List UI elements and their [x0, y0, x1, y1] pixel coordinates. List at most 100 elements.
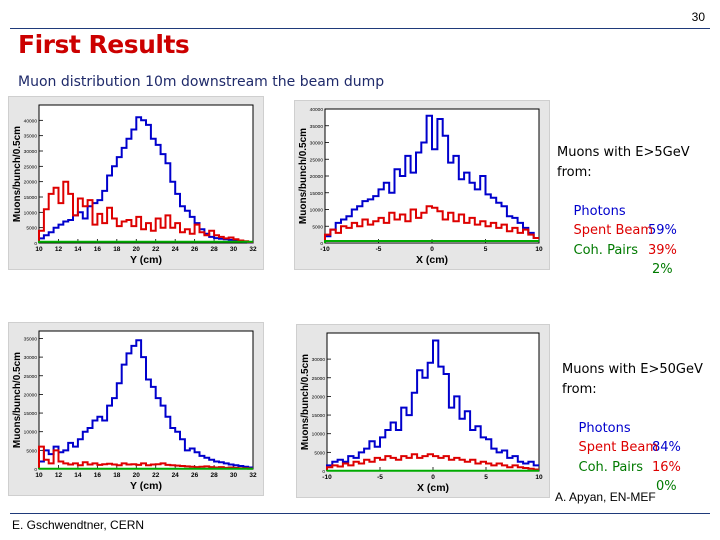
- note-heading: Muons with E>50GeV: [562, 362, 703, 377]
- author-credit: A. Apyan, EN-MEF: [555, 490, 656, 504]
- x-axis-label: Y (cm): [130, 254, 162, 266]
- plot-frame: [38, 104, 254, 244]
- y-tick-label: 0: [320, 241, 323, 247]
- y-tick-label: 15000: [310, 191, 324, 197]
- x-tick-label: 22: [152, 246, 160, 253]
- note-label: Photons: [573, 203, 626, 219]
- y-tick-label: 15000: [312, 413, 326, 419]
- note-heading: Muons with E>5GeV: [557, 145, 690, 160]
- note-row-coh-pairs: Coh. Pairs 0%: [562, 438, 703, 495]
- x-tick-label: 22: [152, 472, 160, 479]
- y-tick-label: 35000: [310, 124, 324, 130]
- y-tick-label: 0: [34, 241, 37, 247]
- note-row-coh-pairs: Coh. Pairs 2%: [557, 221, 690, 278]
- x-tick-label: 20: [133, 246, 141, 253]
- x-tick-label: 12: [55, 472, 63, 479]
- note-row-photons: Photons 84%: [562, 399, 703, 456]
- y-tick-label: 10000: [24, 430, 38, 436]
- plot-frame: [38, 330, 254, 470]
- footer-text: E. Gschwendtner, CERN: [12, 518, 145, 532]
- x-axis-label: Y (cm): [130, 480, 162, 492]
- x-tick-label: 30: [230, 472, 238, 479]
- y-tick-label: 5000: [26, 226, 37, 232]
- note-from: from:: [562, 381, 597, 397]
- x-tick-label: 16: [94, 246, 102, 253]
- y-axis-label: Muons/bunch/0.5cm: [300, 354, 311, 450]
- y-tick-label: 10000: [24, 210, 38, 216]
- x-tick-label: 32: [249, 472, 257, 479]
- x-tick-label: 12: [55, 246, 63, 253]
- y-tick-label: 30000: [24, 355, 38, 361]
- x-tick-label: 32: [249, 246, 257, 253]
- y-tick-label: 5000: [314, 450, 325, 456]
- x-axis-label: X (cm): [416, 254, 448, 266]
- y-tick-label: 10000: [310, 208, 324, 214]
- x-tick-label: 10: [35, 472, 43, 479]
- slide-number: 30: [691, 10, 705, 24]
- chart-panel-x-bottom: -10 -5 0 5 10 0 5000 10000 15000 20000 25000 30000 X…: [296, 324, 550, 498]
- y-tick-label: 20000: [24, 392, 38, 398]
- slide-title: First Results: [18, 30, 190, 59]
- chart-panel-y-top: 10 12 14 16 18 20 22 24 26 28 30 32 0 5000 10000 15000 2…: [8, 96, 264, 270]
- x-tick-label: 30: [230, 246, 238, 253]
- x-tick-label: 26: [191, 472, 199, 479]
- x-tick-label: 10: [535, 246, 543, 253]
- x-tick-label: -5: [377, 474, 383, 481]
- y-axis-label: Muons/bunch/0.5cm: [298, 128, 309, 224]
- photons-histogram: [38, 116, 253, 244]
- y-tick-label: 30000: [24, 149, 38, 155]
- x-tick-label: 14: [74, 246, 82, 253]
- note-label: Coh. Pairs: [573, 242, 639, 258]
- x-tick-label: 10: [35, 246, 43, 253]
- note-from: from:: [557, 164, 592, 180]
- histogram-chart: -10 -5 0 5 10 0 5000 10000 15000 20000 25000 30000 3…: [298, 107, 543, 266]
- title-divider: [10, 28, 710, 29]
- histogram-chart: 10 12 14 16 18 20 22 24 26 28 30 32 0 5000 10000 15000 2…: [12, 104, 257, 266]
- y-tick-label: 20000: [310, 174, 324, 180]
- x-tick-label: 0: [430, 246, 434, 253]
- x-tick-label: 28: [210, 246, 218, 253]
- y-tick-label: 20000: [24, 180, 38, 186]
- note-value: 59%: [648, 223, 677, 238]
- y-tick-label: 15000: [24, 195, 38, 201]
- note-value: 16%: [652, 459, 681, 475]
- x-tick-label: 18: [113, 472, 121, 479]
- note-row-spent-beam: Spent Beam 16%: [562, 419, 703, 475]
- photons-histogram: [324, 114, 539, 243]
- y-tick-label: 25000: [312, 376, 326, 382]
- spent-beam-histogram: [326, 453, 539, 471]
- note-value: 2%: [652, 262, 673, 277]
- spent-beam-histogram: [38, 445, 253, 470]
- y-tick-label: 25000: [24, 374, 38, 380]
- y-tick-label: 25000: [310, 157, 324, 163]
- y-tick-label: 25000: [24, 164, 38, 170]
- note-value: 0%: [656, 479, 677, 494]
- x-tick-label: -10: [320, 246, 330, 253]
- note-e5gev: Muons with E>5GeV from: Photons 59% Spen…: [557, 143, 690, 278]
- y-tick-label: 40000: [24, 118, 38, 124]
- y-tick-label: 15000: [24, 411, 38, 417]
- histogram-chart: -10 -5 0 5 10 0 5000 10000 15000 20000 25000 30000 X…: [300, 332, 543, 494]
- photons-histogram: [326, 339, 539, 471]
- y-axis-label: Muons/bunch/0.5cm: [12, 126, 23, 222]
- spent-beam-histogram: [38, 180, 253, 244]
- histogram-chart: 10 12 14 16 18 20 22 24 26 28 30 32 0 5000 10000 15000 2…: [12, 330, 257, 492]
- note-value: 84%: [652, 440, 681, 455]
- y-tick-label: 30000: [312, 357, 326, 363]
- note-e50gev: Muons with E>50GeV from: Photons 84% Spe…: [562, 360, 703, 495]
- y-tick-label: 10000: [312, 432, 326, 438]
- x-tick-label: 16: [94, 472, 102, 479]
- y-tick-label: 35000: [24, 134, 38, 140]
- x-tick-label: 5: [484, 246, 488, 253]
- y-axis-label: Muons/bunch/0.5cm: [12, 352, 23, 448]
- x-tick-label: 5: [484, 474, 488, 481]
- note-label: Coh. Pairs: [578, 459, 644, 475]
- y-tick-label: 20000: [312, 394, 326, 400]
- x-tick-label: 10: [535, 474, 543, 481]
- y-tick-label: 5000: [26, 448, 37, 454]
- x-tick-label: -10: [322, 474, 332, 481]
- x-axis-label: X (cm): [417, 482, 449, 494]
- x-tick-label: 26: [191, 246, 199, 253]
- x-tick-label: 18: [113, 246, 121, 253]
- photons-histogram: [38, 339, 253, 469]
